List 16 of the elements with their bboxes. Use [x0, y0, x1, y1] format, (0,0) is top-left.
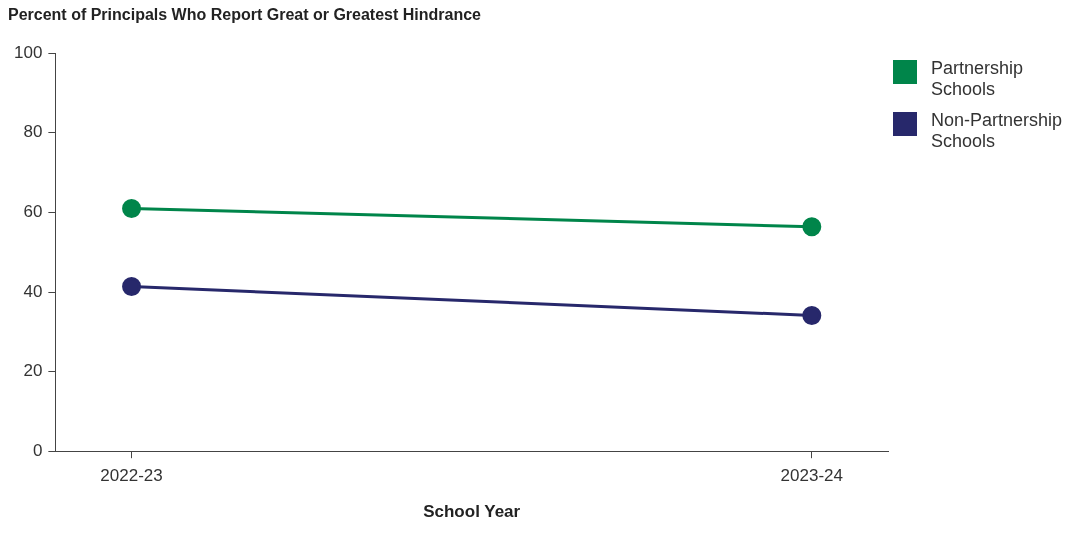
- point: [122, 198, 142, 218]
- y-tick-label: 0: [32, 440, 43, 460]
- point: [802, 217, 822, 237]
- point: [122, 276, 142, 296]
- x-tick-label: 2022-23: [100, 466, 163, 486]
- y-tick-label: 100: [13, 42, 43, 62]
- point: [802, 305, 822, 325]
- y-tick-label: 80: [23, 122, 43, 142]
- x-tick-label: 2023-24: [780, 466, 844, 486]
- x-axis-title: School Year: [423, 502, 521, 522]
- chart-title: Percent of Principals Who Report Great or Greatest Hindrance: [8, 6, 482, 24]
- y-tick-label: 40: [23, 281, 43, 301]
- legend-label: Non-Partnership Schools: [931, 110, 1064, 152]
- legend-label: Partnership Schools: [931, 58, 1025, 100]
- y-tick-label: 60: [23, 202, 43, 222]
- y-tick-label: 20: [23, 361, 43, 381]
